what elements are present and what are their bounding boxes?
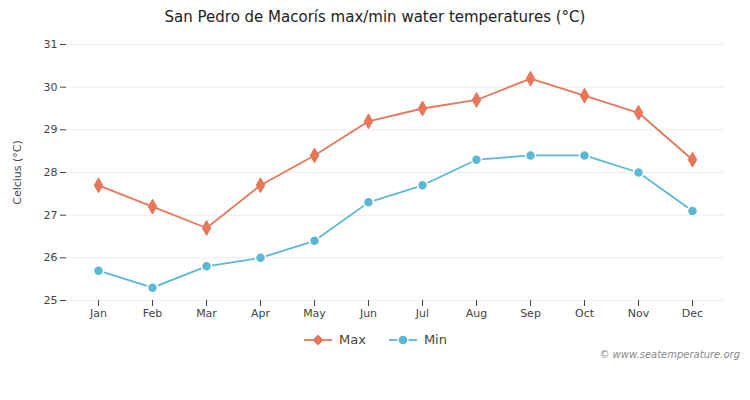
svg-text:31: 31	[44, 38, 58, 51]
svg-text:26: 26	[44, 251, 58, 264]
svg-text:Jan: Jan	[89, 307, 107, 320]
html-text:San Pedro de Macorís max/min w: San Pedro de Macorís max/min water tempe…	[164, 8, 586, 26]
svg-text:Apr: Apr	[251, 307, 271, 320]
svg-text:Oct: Oct	[575, 307, 595, 320]
svg-text:Nov: Nov	[628, 307, 650, 320]
html-text:© www.seatemperature.org: © www.seatemperature.org	[599, 349, 740, 360]
svg-text:Jul: Jul	[415, 307, 429, 320]
svg-text:29: 29	[44, 123, 58, 136]
svg-text:Mar: Mar	[196, 307, 217, 320]
svg-text:Jun: Jun	[359, 307, 377, 320]
svg-text:Dec: Dec	[682, 307, 703, 320]
svg-text:Celcius (°C): Celcius (°C)	[11, 140, 24, 205]
svg-text:27: 27	[44, 209, 58, 222]
svg-text:Sep: Sep	[520, 307, 541, 320]
svg-text:28: 28	[44, 166, 58, 179]
svg-text:Aug: Aug	[466, 307, 487, 320]
svg-text:Feb: Feb	[143, 307, 162, 320]
html-text:Min: Min	[423, 332, 447, 347]
svg-text:25: 25	[44, 294, 58, 307]
svg-text:May: May	[303, 307, 326, 320]
html-text:Max: Max	[339, 332, 366, 347]
svg-text:30: 30	[44, 81, 58, 94]
